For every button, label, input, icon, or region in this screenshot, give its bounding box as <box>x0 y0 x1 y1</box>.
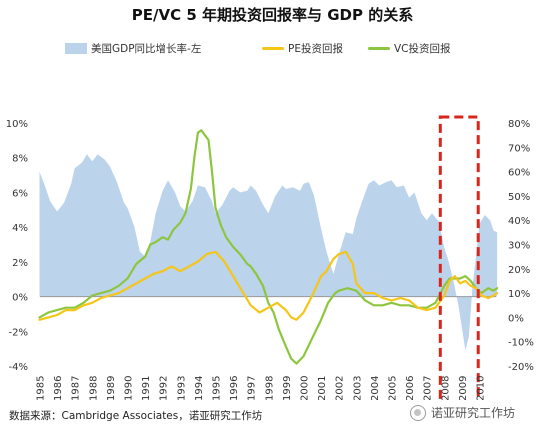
legend-swatch-pe <box>262 47 284 50</box>
gdp-area <box>39 154 498 351</box>
y-right-tick-label: 0% <box>508 313 524 324</box>
legend-label-pe: PE投资回报 <box>288 43 343 55</box>
x-tick-label: 2008 <box>440 376 451 400</box>
legend-label-vc: VC投资回报 <box>394 43 451 55</box>
y-right-tick-label: 40% <box>508 216 530 227</box>
y-left-tick-label: -2% <box>9 327 28 338</box>
x-tick-label: 2003 <box>352 376 363 400</box>
chart-legend: 美国GDP同比增长率-左 PE投资回报 VC投资回报 <box>0 41 545 59</box>
x-tick-label: 1991 <box>141 376 152 400</box>
x-tick-label: 1988 <box>88 376 99 400</box>
x-tick-label: 1990 <box>124 376 135 400</box>
y-left-tick-label: 6% <box>12 188 28 199</box>
x-tick-label: 1994 <box>194 376 205 400</box>
x-tick-label: 1995 <box>212 376 223 400</box>
wechat-logo-icon <box>410 404 426 421</box>
y-right-tick-label: 10% <box>508 289 530 300</box>
vc-return-line <box>38 129 499 365</box>
x-tick-label: 1986 <box>53 376 64 400</box>
x-tick-label: 2004 <box>370 376 381 400</box>
x-tick-label: 2002 <box>335 376 346 400</box>
x-tick-label: 1985 <box>36 376 47 400</box>
x-tick-label: 2007 <box>423 376 434 400</box>
highlight-box <box>438 115 480 400</box>
x-tick-label: 1989 <box>106 376 117 400</box>
x-tick-label: 2010 <box>476 376 487 400</box>
x-tick-label: 1998 <box>264 376 275 400</box>
y-left-tick-label: 0% <box>12 293 28 304</box>
watermark: 诺亚研究工作坊 <box>410 404 515 421</box>
legend-swatch-vc <box>368 47 390 50</box>
x-tick-label: 2005 <box>388 376 399 400</box>
y-right-tick-label: -10% <box>508 338 534 349</box>
legend-item-vc: VC投资回报 <box>368 41 451 56</box>
legend-swatch-gdp <box>65 43 87 54</box>
legend-item-pe: PE投资回报 <box>262 41 343 56</box>
y-left-tick-label: 10% <box>6 119 28 130</box>
chart-title: PE/VC 5 年期投资回报率与 GDP 的关系 <box>131 6 414 24</box>
x-tick-label: 1993 <box>176 376 187 400</box>
x-tick-label: 1997 <box>247 376 258 400</box>
watermark-label: 诺亚研究工作坊 <box>431 406 516 420</box>
y-right-tick-label: -20% <box>508 362 534 373</box>
y-right-tick-label: 50% <box>508 192 530 203</box>
x-tick-label: 1999 <box>282 376 293 400</box>
y-right-tick-label: 30% <box>508 241 530 252</box>
y-left-tick-label: -4% <box>9 362 28 373</box>
y-right-tick-label: 20% <box>508 265 530 276</box>
x-tick-label: 2006 <box>405 376 416 400</box>
y-right-tick-label: 60% <box>508 168 530 179</box>
legend-item-gdp: 美国GDP同比增长率-左 <box>65 41 201 56</box>
y-left-tick-label: 4% <box>12 223 28 234</box>
pe-return-line <box>38 250 499 321</box>
x-tick-label: 2001 <box>317 376 328 400</box>
x-tick-label: 1992 <box>159 376 170 400</box>
x-tick-label: 2000 <box>300 376 311 400</box>
x-tick-label: 1987 <box>71 376 82 400</box>
x-tick-label: 2009 <box>458 376 469 400</box>
y-left-tick-label: 8% <box>12 154 28 165</box>
source-note: 数据来源：Cambridge Associates，诺亚研究工作坊 <box>9 410 263 422</box>
chart-plot: 10% 8% 6% 4% 2% 0% -2% -4% 80% 70% 60% 50% 40% 30% 20… <box>6 115 534 400</box>
x-tick-label: 1996 <box>229 376 240 400</box>
y-left-tick-label: 2% <box>12 258 28 269</box>
legend-label-gdp: 美国GDP同比增长率-左 <box>91 43 202 55</box>
y-right-tick-label: 70% <box>508 143 530 154</box>
y-right-tick-label: 80% <box>508 119 530 130</box>
